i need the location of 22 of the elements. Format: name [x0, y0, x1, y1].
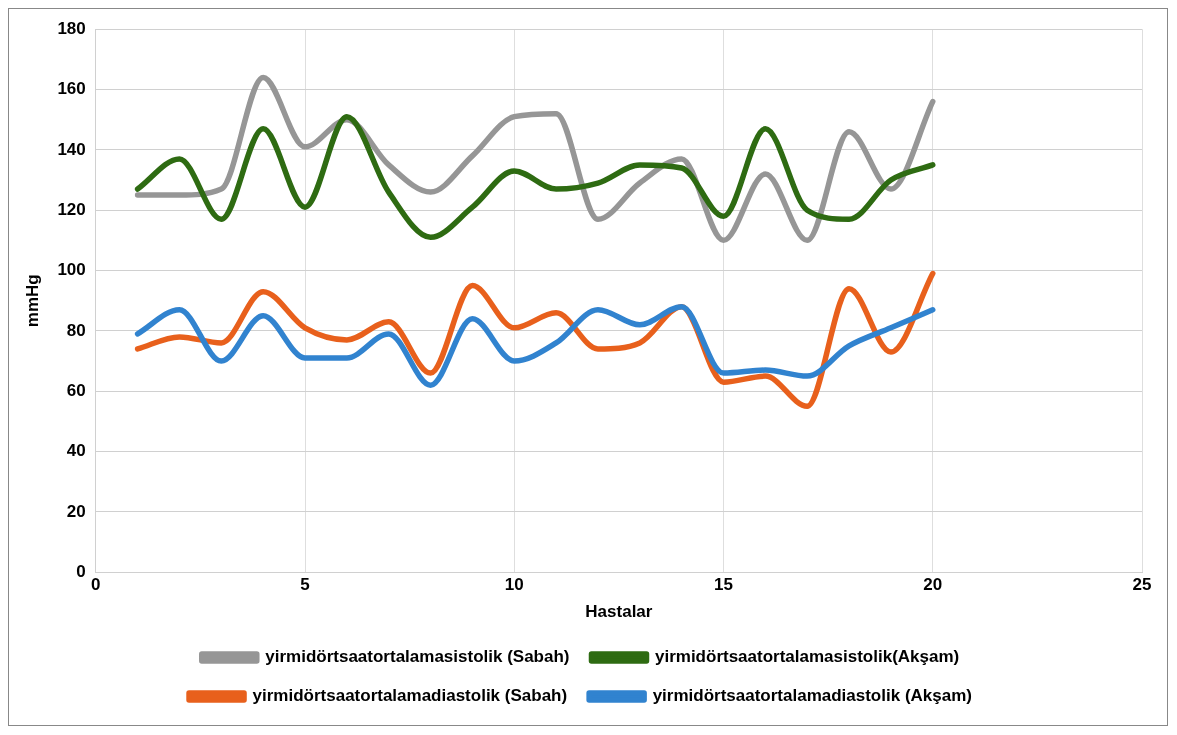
legend-label: yirmidörtsaatortalamadiastolik (Akşam) [652, 686, 972, 706]
y-axis-title: mmHg [22, 274, 42, 328]
x-tick-label: 0 [91, 575, 101, 595]
y-tick-label: 40 [66, 441, 86, 461]
x-tick-label: 5 [300, 575, 310, 595]
y-tick-label: 20 [66, 501, 86, 521]
x-axis-title: Hastalar [585, 602, 653, 622]
y-tick-label: 100 [57, 260, 86, 280]
y-tick-label: 0 [76, 561, 86, 581]
y-tick-label: 140 [57, 139, 86, 159]
y-tick-label: 60 [66, 380, 86, 400]
x-tick-label: 10 [504, 575, 524, 595]
y-tick-label: 120 [57, 199, 86, 219]
y-tick-label: 80 [66, 320, 86, 340]
x-tick-label: 15 [714, 575, 733, 595]
y-tick-label: 180 [57, 18, 86, 38]
legend-label: yirmidörtsaatortalamadiastolik (Sabah) [252, 686, 568, 706]
x-tick-label: 20 [923, 575, 943, 595]
legend-label: yirmidörtsaatortalamasistolik(Akşam) [654, 647, 960, 667]
legend-label: yirmidörtsaatortalamasistolik (Sabah) [265, 647, 570, 667]
y-tick-label: 160 [57, 79, 86, 99]
x-tick-label: 25 [1132, 575, 1152, 595]
